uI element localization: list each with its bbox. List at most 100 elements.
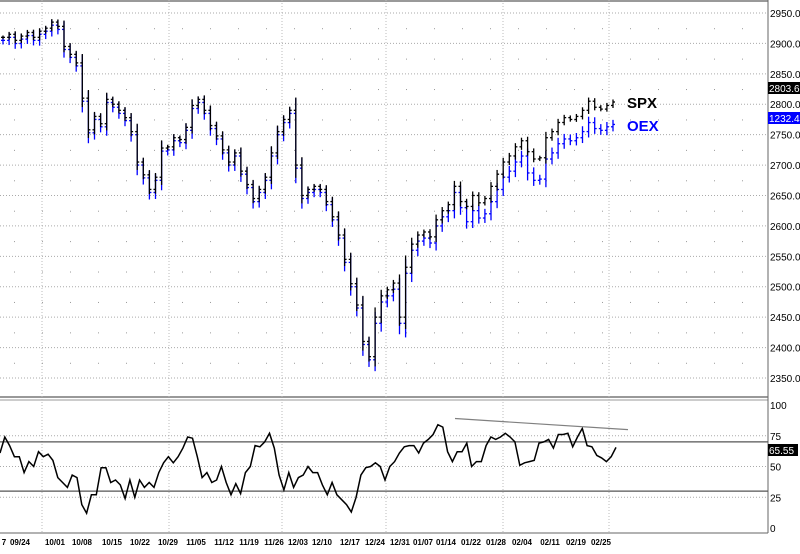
grid-dot <box>350 301 351 303</box>
date-tick-label: 01/22 <box>461 538 482 547</box>
spx-bar <box>556 118 561 136</box>
date-axis: 7 09/24 10/01 10/08 10/15 10/22 10/29 11/05 11/1… <box>2 538 612 547</box>
oex-bar <box>482 208 487 223</box>
spx-bar <box>25 29 30 39</box>
grid-dot <box>686 271 687 273</box>
grid-dot <box>182 149 183 151</box>
grid-dot <box>238 332 239 334</box>
spx-bar <box>604 102 609 112</box>
grid-dot <box>182 28 183 30</box>
spx-bar <box>397 274 402 326</box>
spx-bar <box>470 191 475 211</box>
grid-dot <box>14 301 15 303</box>
spx-bar <box>269 146 274 184</box>
grid-dot <box>154 58 155 60</box>
grid-dot <box>406 149 407 151</box>
grid-dot <box>546 58 547 60</box>
spx-bar <box>1 35 5 40</box>
grid-dot <box>182 271 183 273</box>
grid-dot <box>462 119 463 121</box>
spx-bar <box>421 229 426 238</box>
oscillator-trendline <box>454 417 629 431</box>
spx-bar <box>116 101 121 114</box>
grid-dot <box>490 58 491 60</box>
grid-dot <box>406 332 407 334</box>
grid-dot <box>602 210 603 212</box>
grid-dot <box>238 28 239 30</box>
spx-bar <box>611 99 615 108</box>
price-tick-label: 2600.00 <box>770 222 800 233</box>
grid-dot <box>518 149 519 151</box>
grid-dot <box>714 210 715 212</box>
spx-bar <box>531 148 536 163</box>
grid-dot <box>322 119 323 121</box>
grid-dot <box>266 241 267 243</box>
grid-dot <box>98 58 99 60</box>
oex-bar <box>604 121 609 136</box>
grid-dot <box>518 210 519 212</box>
grid-dot <box>266 332 267 334</box>
spx-bar <box>226 145 231 167</box>
grid-dot <box>602 28 603 30</box>
grid-dot <box>70 332 71 334</box>
grid-dot <box>406 28 407 30</box>
grid-dot <box>42 210 43 212</box>
grid-dot <box>42 332 43 334</box>
grid-dot <box>322 180 323 182</box>
grid-dot <box>182 301 183 303</box>
osc-tick-label: 50 <box>770 463 782 474</box>
oex-bar <box>568 134 573 146</box>
grid-dot <box>686 241 687 243</box>
grid-dot <box>14 241 15 243</box>
grid-dot <box>490 28 491 30</box>
oex-bar <box>598 124 603 135</box>
oex-bar <box>611 119 615 132</box>
grid-dot <box>210 28 211 30</box>
grid-dot <box>714 241 715 243</box>
grid-dot <box>462 210 463 212</box>
date-tick-label: 7 <box>2 538 7 547</box>
spx-last-value-box <box>768 82 800 94</box>
grid-dot <box>602 180 603 182</box>
grid-dot <box>686 119 687 121</box>
grid-dot <box>126 89 127 91</box>
grid-dot <box>546 271 547 273</box>
grid-dot <box>126 28 127 30</box>
grid-dot <box>434 210 435 212</box>
date-tick-label: 10/01 <box>45 538 66 547</box>
grid-dot <box>182 332 183 334</box>
grid-dot <box>630 119 631 121</box>
price-tick-label: 2700.00 <box>770 161 800 172</box>
price-tick-label: 2400.00 <box>770 344 800 355</box>
grid-dot <box>686 332 687 334</box>
price-tick-label: 2450.00 <box>770 313 800 324</box>
grid-dot <box>14 362 15 364</box>
spx-bar <box>251 179 256 204</box>
grid-dot <box>602 149 603 151</box>
grid-dot <box>574 271 575 273</box>
grid-dot <box>210 362 211 364</box>
grid-dot <box>98 332 99 334</box>
grid-dot <box>742 210 743 212</box>
date-tick-label: 02/19 <box>566 538 587 547</box>
grid-dot <box>742 119 743 121</box>
oex-label: OEX <box>627 118 659 135</box>
grid-dot <box>462 89 463 91</box>
grid-dot <box>630 210 631 212</box>
spx-bar <box>409 237 414 274</box>
spx-bar <box>245 166 249 190</box>
grid-dot <box>42 149 43 151</box>
grid-dot <box>322 241 323 243</box>
spx-bar <box>354 277 359 312</box>
grid-dot <box>434 332 435 334</box>
grid-dot <box>42 28 43 30</box>
grid-dot <box>70 241 71 243</box>
spx-bar <box>232 149 237 166</box>
oex-last-value: 1232.43 <box>769 114 800 125</box>
grid-dot <box>14 89 15 91</box>
grid-dot <box>238 241 239 243</box>
grid-dot <box>574 241 575 243</box>
grid-dot <box>322 210 323 212</box>
spx-bar <box>37 28 42 41</box>
grid-dot <box>686 28 687 30</box>
